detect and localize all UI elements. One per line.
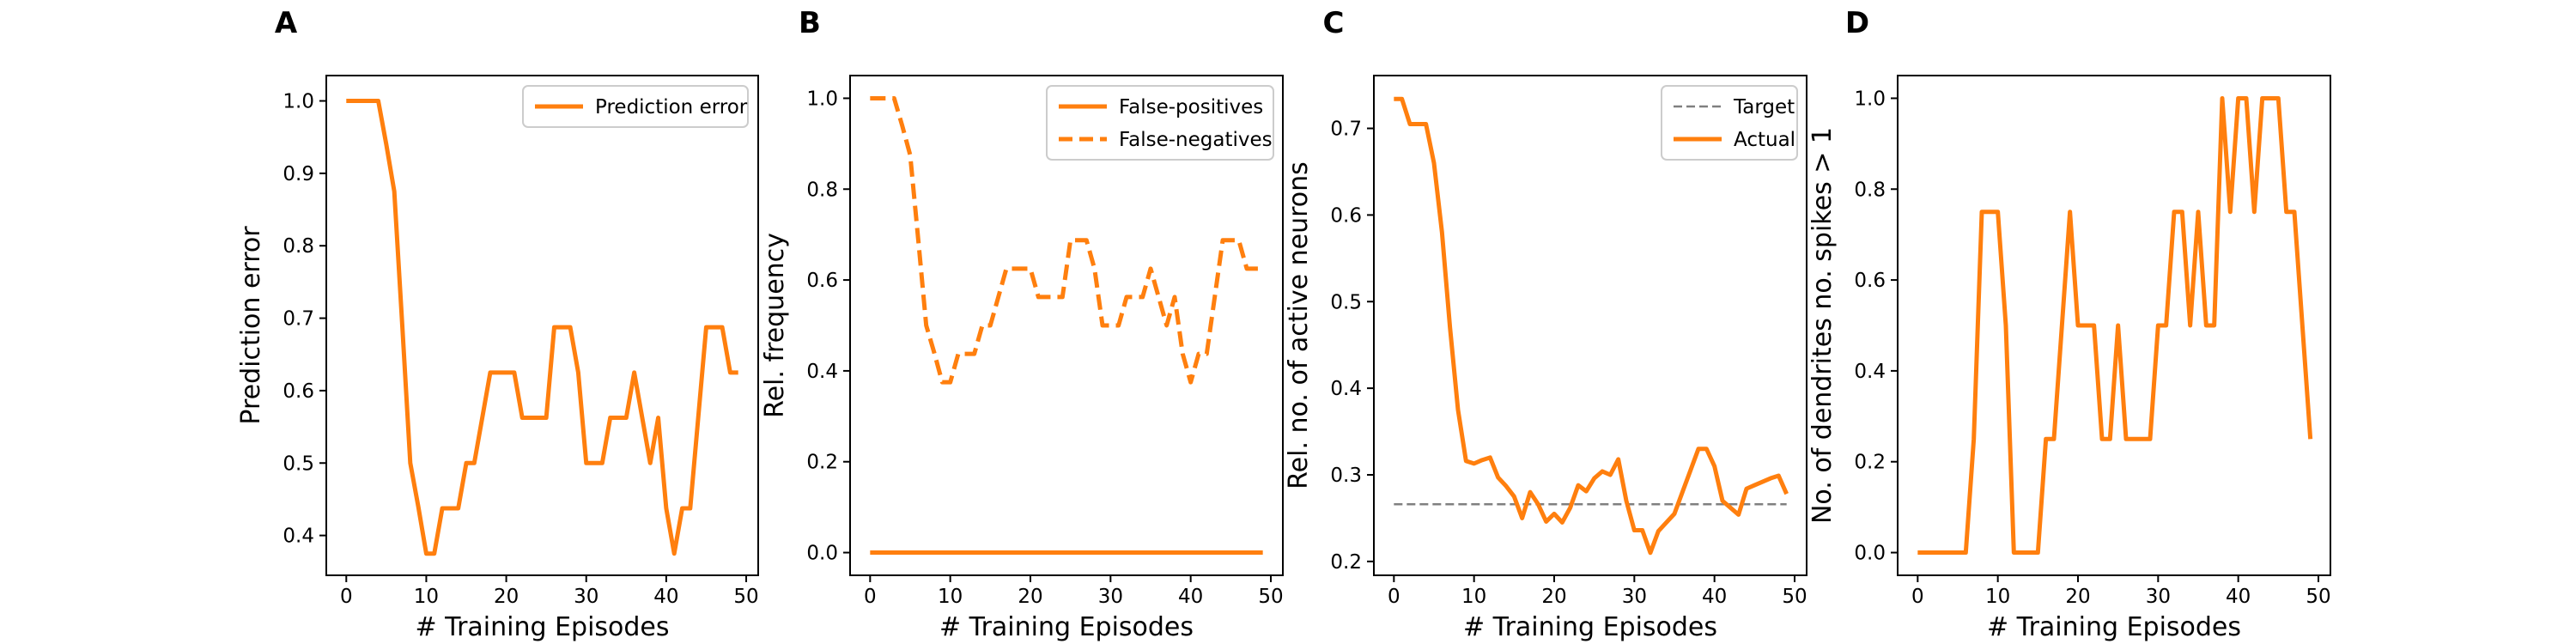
- x-axis-label: # Training Episodes: [415, 612, 669, 642]
- x-tick-label: 10: [1461, 586, 1486, 608]
- x-axis-label: # Training Episodes: [939, 612, 1194, 642]
- y-tick-label: 0.7: [283, 308, 314, 331]
- y-tick-label: 0.4: [1854, 361, 1886, 383]
- x-tick-label: 50: [1782, 586, 1807, 608]
- y-tick-label: 0.5: [1330, 291, 1362, 313]
- x-tick-label: 30: [574, 586, 598, 608]
- y-tick-label: 0.9: [283, 163, 314, 185]
- series-line-actual: [1394, 96, 1789, 556]
- panel-c: C 0 10 20 30 40 50 0.2 0.3 0.4 0.5 0.6 0.7 # Training…: [1284, 6, 1807, 642]
- y-tick-label: 0.8: [1854, 179, 1886, 201]
- y-tick-label: 1.0: [806, 88, 838, 110]
- y-tick-label: 0.8: [806, 179, 838, 201]
- x-tick-label: 30: [1098, 586, 1123, 608]
- panel-a: A 0 10 20 30 40 50 0.4 0.5 0.6 0.7 0.8 0.9 1.0 # Train…: [236, 6, 759, 642]
- series-line-prediction-error: [346, 99, 738, 556]
- y-tick-label: 0.3: [1330, 465, 1362, 487]
- y-tick-label: 0.4: [1330, 378, 1362, 400]
- legend-label: Prediction error: [595, 96, 748, 118]
- panel-b: B 0 10 20 30 40 50 0.0 0.2 0.4 0.6 0.8 1.0 # Training…: [760, 6, 1284, 642]
- y-tick-label: 0.2: [806, 452, 838, 474]
- y-tick-label: 0.7: [1330, 118, 1362, 141]
- y-axis-label: Prediction error: [236, 226, 266, 425]
- y-axis-label: Rel. no. of active neurons: [1284, 161, 1314, 489]
- axes-frame: [1373, 75, 1807, 576]
- x-tick-label: 20: [2065, 586, 2090, 608]
- y-tick-label: 0.6: [283, 380, 314, 403]
- y-tick-label: 0.0: [806, 543, 838, 565]
- panel-letter: B: [799, 6, 821, 40]
- y-tick-label: 0.2: [1854, 452, 1886, 474]
- y-tick-label: 0.6: [806, 270, 838, 292]
- legend-label: Target: [1733, 96, 1795, 118]
- legend-box: [522, 85, 749, 128]
- y-tick-label: 0.0: [1854, 543, 1886, 565]
- y-tick-label: 0.4: [283, 526, 314, 548]
- axes-frame: [1897, 75, 2331, 576]
- x-tick-label: 30: [2146, 586, 2171, 608]
- x-tick-label: 0: [1911, 586, 1924, 608]
- series-line-value: [1917, 95, 2313, 556]
- y-axis-label: No. of dendrites no. spikes > 1: [1807, 127, 1838, 524]
- x-axis-label: # Training Episodes: [1463, 612, 1717, 642]
- panel-letter: D: [1845, 6, 1869, 40]
- panel-d: D 0 10 20 30 40 50 0.0 0.2 0.4 0.6 0.8 1.0 # Training…: [1807, 6, 2331, 642]
- legend: Prediction error: [522, 85, 749, 128]
- panel-letter: C: [1323, 6, 1345, 40]
- legend: Target Actual: [1661, 85, 1798, 161]
- legend-label: Actual: [1734, 129, 1795, 151]
- x-tick-label: 40: [1702, 586, 1727, 608]
- x-tick-label: 0: [340, 586, 353, 608]
- legend-label: False-negatives: [1119, 129, 1273, 151]
- x-tick-label: 10: [414, 586, 439, 608]
- x-tick-label: 40: [1178, 586, 1203, 608]
- x-tick-label: 50: [733, 586, 758, 608]
- x-tick-label: 40: [653, 586, 678, 608]
- y-tick-label: 0.4: [806, 361, 838, 383]
- x-tick-label: 20: [494, 586, 519, 608]
- x-tick-label: 50: [1258, 586, 1283, 608]
- axes-frame: [325, 75, 759, 576]
- series-line-false-negatives: [870, 95, 1263, 385]
- legend-label: False-positives: [1119, 96, 1263, 118]
- x-tick-label: 20: [1541, 586, 1566, 608]
- panel-letter: A: [275, 6, 298, 40]
- legend: False-positives False-negatives: [1046, 85, 1274, 161]
- y-tick-label: 1.0: [283, 91, 314, 113]
- x-tick-label: 0: [864, 586, 877, 608]
- x-tick-label: 0: [1388, 586, 1400, 608]
- x-tick-label: 10: [938, 586, 963, 608]
- y-tick-label: 0.5: [283, 453, 314, 475]
- x-axis-label: # Training Episodes: [1987, 612, 2241, 642]
- y-tick-label: 0.6: [1330, 204, 1362, 227]
- y-tick-label: 0.6: [1854, 270, 1886, 292]
- y-tick-label: 0.8: [283, 235, 314, 258]
- y-tick-label: 0.2: [1330, 551, 1362, 574]
- x-tick-label: 50: [2306, 586, 2330, 608]
- x-tick-label: 40: [2226, 586, 2251, 608]
- x-tick-label: 20: [1018, 586, 1042, 608]
- axes-frame: [849, 75, 1284, 576]
- y-tick-label: 1.0: [1854, 88, 1886, 110]
- y-axis-label: Rel. frequency: [760, 233, 790, 418]
- x-tick-label: 10: [1985, 586, 2010, 608]
- x-tick-label: 30: [1622, 586, 1647, 608]
